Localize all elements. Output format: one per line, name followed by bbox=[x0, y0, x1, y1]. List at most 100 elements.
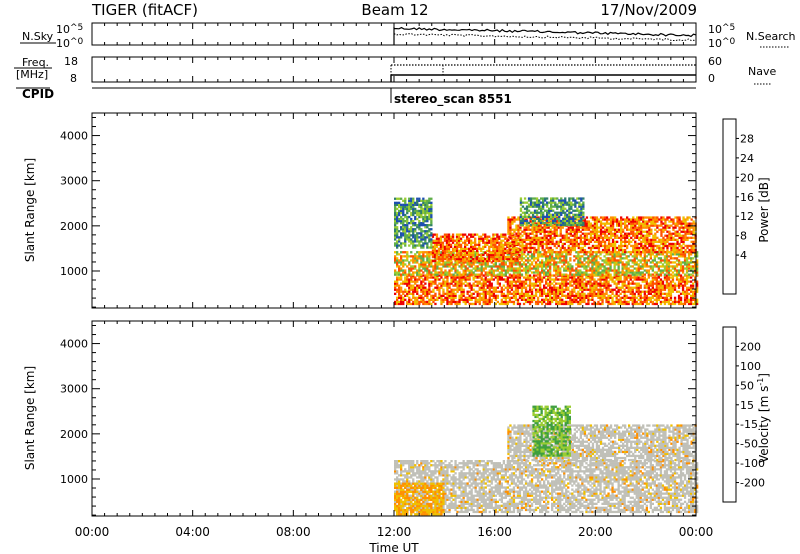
power-echo-cell bbox=[519, 217, 523, 220]
power-echo-cell bbox=[640, 242, 643, 246]
power-echo-cell bbox=[639, 290, 642, 293]
power-echo-cell bbox=[522, 286, 526, 289]
power-echo-cell bbox=[527, 199, 531, 202]
power-echo-cell bbox=[486, 237, 489, 240]
power-echo-cell bbox=[623, 288, 626, 291]
power-echo-cell bbox=[451, 241, 455, 244]
power-echo-cell bbox=[440, 251, 443, 254]
power-echo-cell bbox=[549, 296, 552, 299]
power-echo-cell bbox=[653, 276, 656, 279]
power-echo-cell bbox=[424, 276, 427, 279]
power-echo-cell bbox=[457, 237, 461, 240]
power-echo-cell bbox=[680, 238, 683, 241]
power-echo-cell bbox=[519, 219, 523, 223]
power-echo-cell bbox=[630, 228, 633, 231]
power-echo-cell bbox=[494, 276, 497, 279]
power-echo-cell bbox=[682, 236, 685, 239]
power-echo-cell bbox=[611, 248, 615, 252]
power-echo-cell bbox=[581, 255, 584, 258]
power-echo-cell bbox=[683, 292, 687, 295]
power-echo-cell bbox=[434, 276, 437, 279]
power-echo-cell bbox=[508, 263, 512, 266]
power-echo-cell bbox=[627, 274, 630, 277]
power-echo-cell bbox=[547, 255, 550, 258]
power-echo-cell bbox=[645, 302, 648, 306]
power-echo-cell bbox=[679, 302, 683, 306]
power-echo-cell bbox=[597, 220, 601, 223]
power-echo-cell bbox=[623, 300, 626, 304]
power-echo-cell bbox=[676, 240, 679, 243]
power-echo-cell bbox=[638, 220, 641, 223]
power-echo-cell bbox=[643, 255, 646, 258]
power-echo-cell bbox=[396, 222, 399, 225]
power-echo-cell bbox=[439, 245, 443, 248]
power-echo-cell bbox=[523, 211, 527, 214]
power-echo-cell bbox=[643, 278, 646, 281]
power-echo-cell bbox=[605, 280, 608, 283]
power-echo-cell bbox=[502, 239, 505, 242]
power-echo-cell bbox=[478, 243, 481, 246]
power-echo-cell bbox=[482, 298, 485, 301]
power-echo-cell bbox=[400, 296, 403, 299]
power-echo-cell bbox=[591, 261, 594, 264]
power-echo-cell bbox=[642, 234, 645, 237]
power-echo-cell bbox=[462, 294, 465, 297]
power-echo-cell bbox=[577, 300, 580, 304]
power-echo-cell bbox=[533, 223, 537, 227]
power-echo-cell bbox=[582, 203, 585, 206]
power-echo-cell bbox=[692, 286, 695, 289]
power-echo-cell bbox=[609, 253, 612, 256]
power-echo-cell bbox=[636, 226, 639, 229]
power-echo-cell bbox=[543, 255, 546, 258]
power-echo-cell bbox=[625, 284, 628, 287]
nave-label: Nave bbox=[748, 65, 776, 78]
power-echo-cell bbox=[486, 280, 489, 283]
power-echo-cell bbox=[633, 253, 636, 256]
power-echo-cell bbox=[454, 284, 457, 287]
power-echo-cell bbox=[549, 271, 552, 274]
power-echo-cell bbox=[647, 296, 650, 299]
power-echo-cell bbox=[414, 300, 417, 304]
power-echo-cell bbox=[500, 265, 503, 268]
power-echo-cell bbox=[618, 246, 621, 250]
power-echo-cell bbox=[638, 250, 641, 254]
power-echo-cell bbox=[514, 292, 518, 295]
power-echo-cell bbox=[436, 284, 439, 287]
power-echo-cell bbox=[633, 302, 636, 306]
power-echo-cell bbox=[453, 257, 457, 261]
power-echo-cell bbox=[550, 199, 553, 202]
power-echo-cell bbox=[404, 271, 407, 274]
power-echo-cell bbox=[442, 265, 445, 268]
power-echo-cell bbox=[626, 216, 629, 219]
power-echo-cell bbox=[589, 282, 592, 285]
power-echo-cell bbox=[535, 203, 539, 206]
power-echo-cell bbox=[609, 288, 612, 291]
power-echo-cell bbox=[603, 248, 607, 252]
power-echo-cell bbox=[466, 261, 469, 264]
power-echo-cell bbox=[490, 245, 493, 248]
power-echo-cell bbox=[514, 288, 518, 291]
power-echo-cell bbox=[627, 261, 630, 264]
power-echo-cell bbox=[474, 251, 477, 254]
power-echo-cell bbox=[637, 267, 640, 270]
power-echo-cell bbox=[476, 265, 479, 268]
power-echo-cell bbox=[577, 242, 580, 246]
power-echo-cell bbox=[460, 282, 463, 285]
power-echo-cell bbox=[591, 253, 594, 256]
power-echo-cell bbox=[414, 253, 417, 256]
power-echo-cell bbox=[576, 223, 579, 227]
power-echo-cell bbox=[426, 267, 429, 270]
power-echo-cell bbox=[593, 278, 596, 281]
power-echo-cell bbox=[690, 267, 693, 270]
power-echo-cell bbox=[611, 296, 614, 299]
power-echo-cell bbox=[599, 253, 602, 256]
power-echo-cell bbox=[498, 245, 501, 248]
power-echo-cell bbox=[545, 244, 548, 248]
power-echo-cell bbox=[480, 269, 483, 272]
power-echo-cell bbox=[528, 278, 532, 281]
power-echo-cell bbox=[537, 226, 540, 229]
power-echo-cell bbox=[474, 284, 477, 287]
power-echo-cell bbox=[543, 250, 546, 254]
power-echo-cell bbox=[597, 261, 600, 264]
power-echo-cell bbox=[607, 246, 611, 250]
